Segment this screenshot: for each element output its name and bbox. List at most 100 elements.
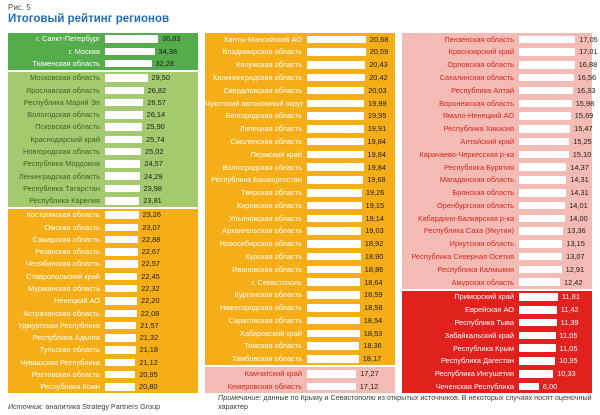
- region-row: Республика Бурятия 14,37: [402, 161, 592, 174]
- region-label: Саратовская область: [228, 315, 302, 325]
- tier-group-pink: Пензенская область 17,05 Красноярский край…: [402, 33, 598, 289]
- region-bar: [519, 112, 571, 120]
- region-label: Ленинградская область: [18, 171, 100, 181]
- region-label: Тверская область: [241, 188, 302, 198]
- region-row: Саратовская область 18,54: [205, 314, 395, 327]
- region-value: 29,50: [151, 73, 171, 83]
- region-value: 26,14: [146, 110, 166, 120]
- region-label: Воронежская область: [439, 98, 514, 108]
- region-value: 32,28: [155, 59, 175, 68]
- region-value: 11,81: [562, 292, 580, 302]
- region-value: 14,01: [569, 200, 588, 210]
- region-label: Омская область: [44, 222, 100, 232]
- region-row: Калужская область 20,43: [205, 59, 395, 72]
- region-value: 11,42: [560, 305, 579, 315]
- region-row: Томская область 18,36: [205, 340, 395, 353]
- region-bar: [307, 370, 357, 378]
- region-row: Карачаево-Черкесская р-ка 15,10: [402, 148, 592, 161]
- region-row: Костромская область 23,26: [8, 209, 198, 221]
- region-value: 21,12: [139, 357, 158, 367]
- region-value: 19,99: [368, 98, 387, 108]
- region-row: Воронежская область 15,98: [402, 97, 594, 110]
- rating-column-1: г. Санкт-Петербург 36,83 г. Москва 34,38 Тюм…: [8, 33, 198, 393]
- region-row: Курганская область 18,59: [205, 289, 395, 302]
- region-label: Республика Северная Осетия: [411, 251, 514, 261]
- region-bar: [105, 160, 141, 168]
- region-label: Кировская область: [236, 200, 302, 210]
- region-row: Ярославская область 26,82: [8, 84, 198, 96]
- region-bar: [307, 329, 360, 338]
- region-bar: [105, 334, 136, 342]
- region-row: Омская область 23,07: [8, 221, 198, 233]
- region-bar: [307, 304, 360, 312]
- region-value: 18,92: [364, 239, 384, 249]
- region-row: Ивановская область 18,86: [205, 263, 395, 276]
- region-bar: [519, 99, 572, 108]
- rating-column-3: Пензенская область 17,05 Красноярский край…: [402, 33, 598, 393]
- region-value: 19,91: [367, 124, 387, 134]
- region-value: 22,08: [140, 308, 160, 318]
- region-row: Чеченская Республика 6,00: [402, 380, 592, 393]
- region-row: Иркутская область 13,15: [402, 238, 592, 251]
- region-bar: [519, 240, 563, 248]
- region-value: 26,82: [147, 85, 167, 95]
- region-value: 18,64: [364, 277, 383, 287]
- region-value: 22,67: [141, 247, 161, 257]
- region-bar: [307, 35, 366, 44]
- region-value: 18,17: [362, 354, 382, 364]
- region-label: г. Севастополь: [251, 277, 302, 287]
- region-bar: [307, 150, 364, 159]
- region-label: Ханты-Мансийский АО: [223, 34, 302, 44]
- region-bar: [105, 309, 137, 317]
- region-bar: [519, 125, 571, 133]
- region-value: 21,57: [140, 320, 159, 330]
- region-value: 16,33: [576, 85, 596, 95]
- region-label: Республика Тыва: [454, 317, 514, 327]
- region-bar: [307, 214, 362, 223]
- region-bar: [307, 176, 364, 184]
- region-label: Волгоградская область: [222, 162, 302, 172]
- region-value: 19,14: [365, 213, 385, 223]
- region-bar: [105, 98, 144, 107]
- region-bar: [105, 297, 137, 305]
- region-row: Еврейская АО 11,42: [402, 304, 592, 317]
- region-value: 22,57: [141, 259, 161, 269]
- region-bar: [519, 48, 576, 56]
- region-row: Рязанская область 22,67: [8, 246, 198, 258]
- region-label: Калужская область: [235, 60, 302, 70]
- region-row: Республика Саха (Якутия) 13,36: [402, 225, 592, 238]
- region-label: Тюменская область: [32, 59, 100, 68]
- footnote-text: данные по Крыму и Севастополю из открыты…: [218, 393, 592, 411]
- region-label: Ненецкий АО: [54, 296, 100, 306]
- region-value: 17,27: [360, 369, 379, 379]
- region-label: Архангельская область: [222, 226, 302, 236]
- rating-columns: г. Санкт-Петербург 36,83 г. Москва 34,38 Тюм…: [8, 33, 598, 393]
- region-value: 19,15: [365, 200, 385, 210]
- region-row: Владимирская область 20,59: [205, 46, 395, 59]
- region-label: Вологодская область: [27, 110, 100, 120]
- region-value: 13,07: [566, 251, 585, 261]
- region-value: 36,83: [162, 34, 181, 44]
- region-row: Ханты-Мансийский АО 20,68: [205, 33, 395, 46]
- region-label: Республика Калмыкия: [437, 264, 514, 274]
- region-label: Республика Карелия: [29, 196, 100, 206]
- region-row: Белгородская область 19,95: [205, 110, 395, 123]
- region-value: 22,20: [141, 296, 160, 306]
- region-row: Нижегородская область 18,58: [205, 301, 395, 314]
- region-bar: [105, 111, 143, 119]
- region-label: Республика Татарстан: [23, 183, 100, 193]
- region-row: Ненецкий АО 22,20: [8, 295, 198, 307]
- region-bar: [105, 147, 141, 156]
- region-bar: [105, 223, 139, 232]
- region-label: Алтайский край: [460, 136, 514, 146]
- region-label: Брянская область: [452, 188, 514, 198]
- region-bar: [307, 265, 361, 274]
- region-value: 22,45: [141, 271, 160, 281]
- region-value: 20,59: [369, 47, 389, 57]
- source-label: Источник:: [8, 402, 44, 411]
- region-value: 17,12: [359, 381, 379, 391]
- region-bar: [519, 189, 567, 197]
- region-label: Еврейская АО: [465, 305, 514, 315]
- region-bar: [519, 344, 556, 352]
- region-label: Республика Бурятия: [444, 162, 514, 172]
